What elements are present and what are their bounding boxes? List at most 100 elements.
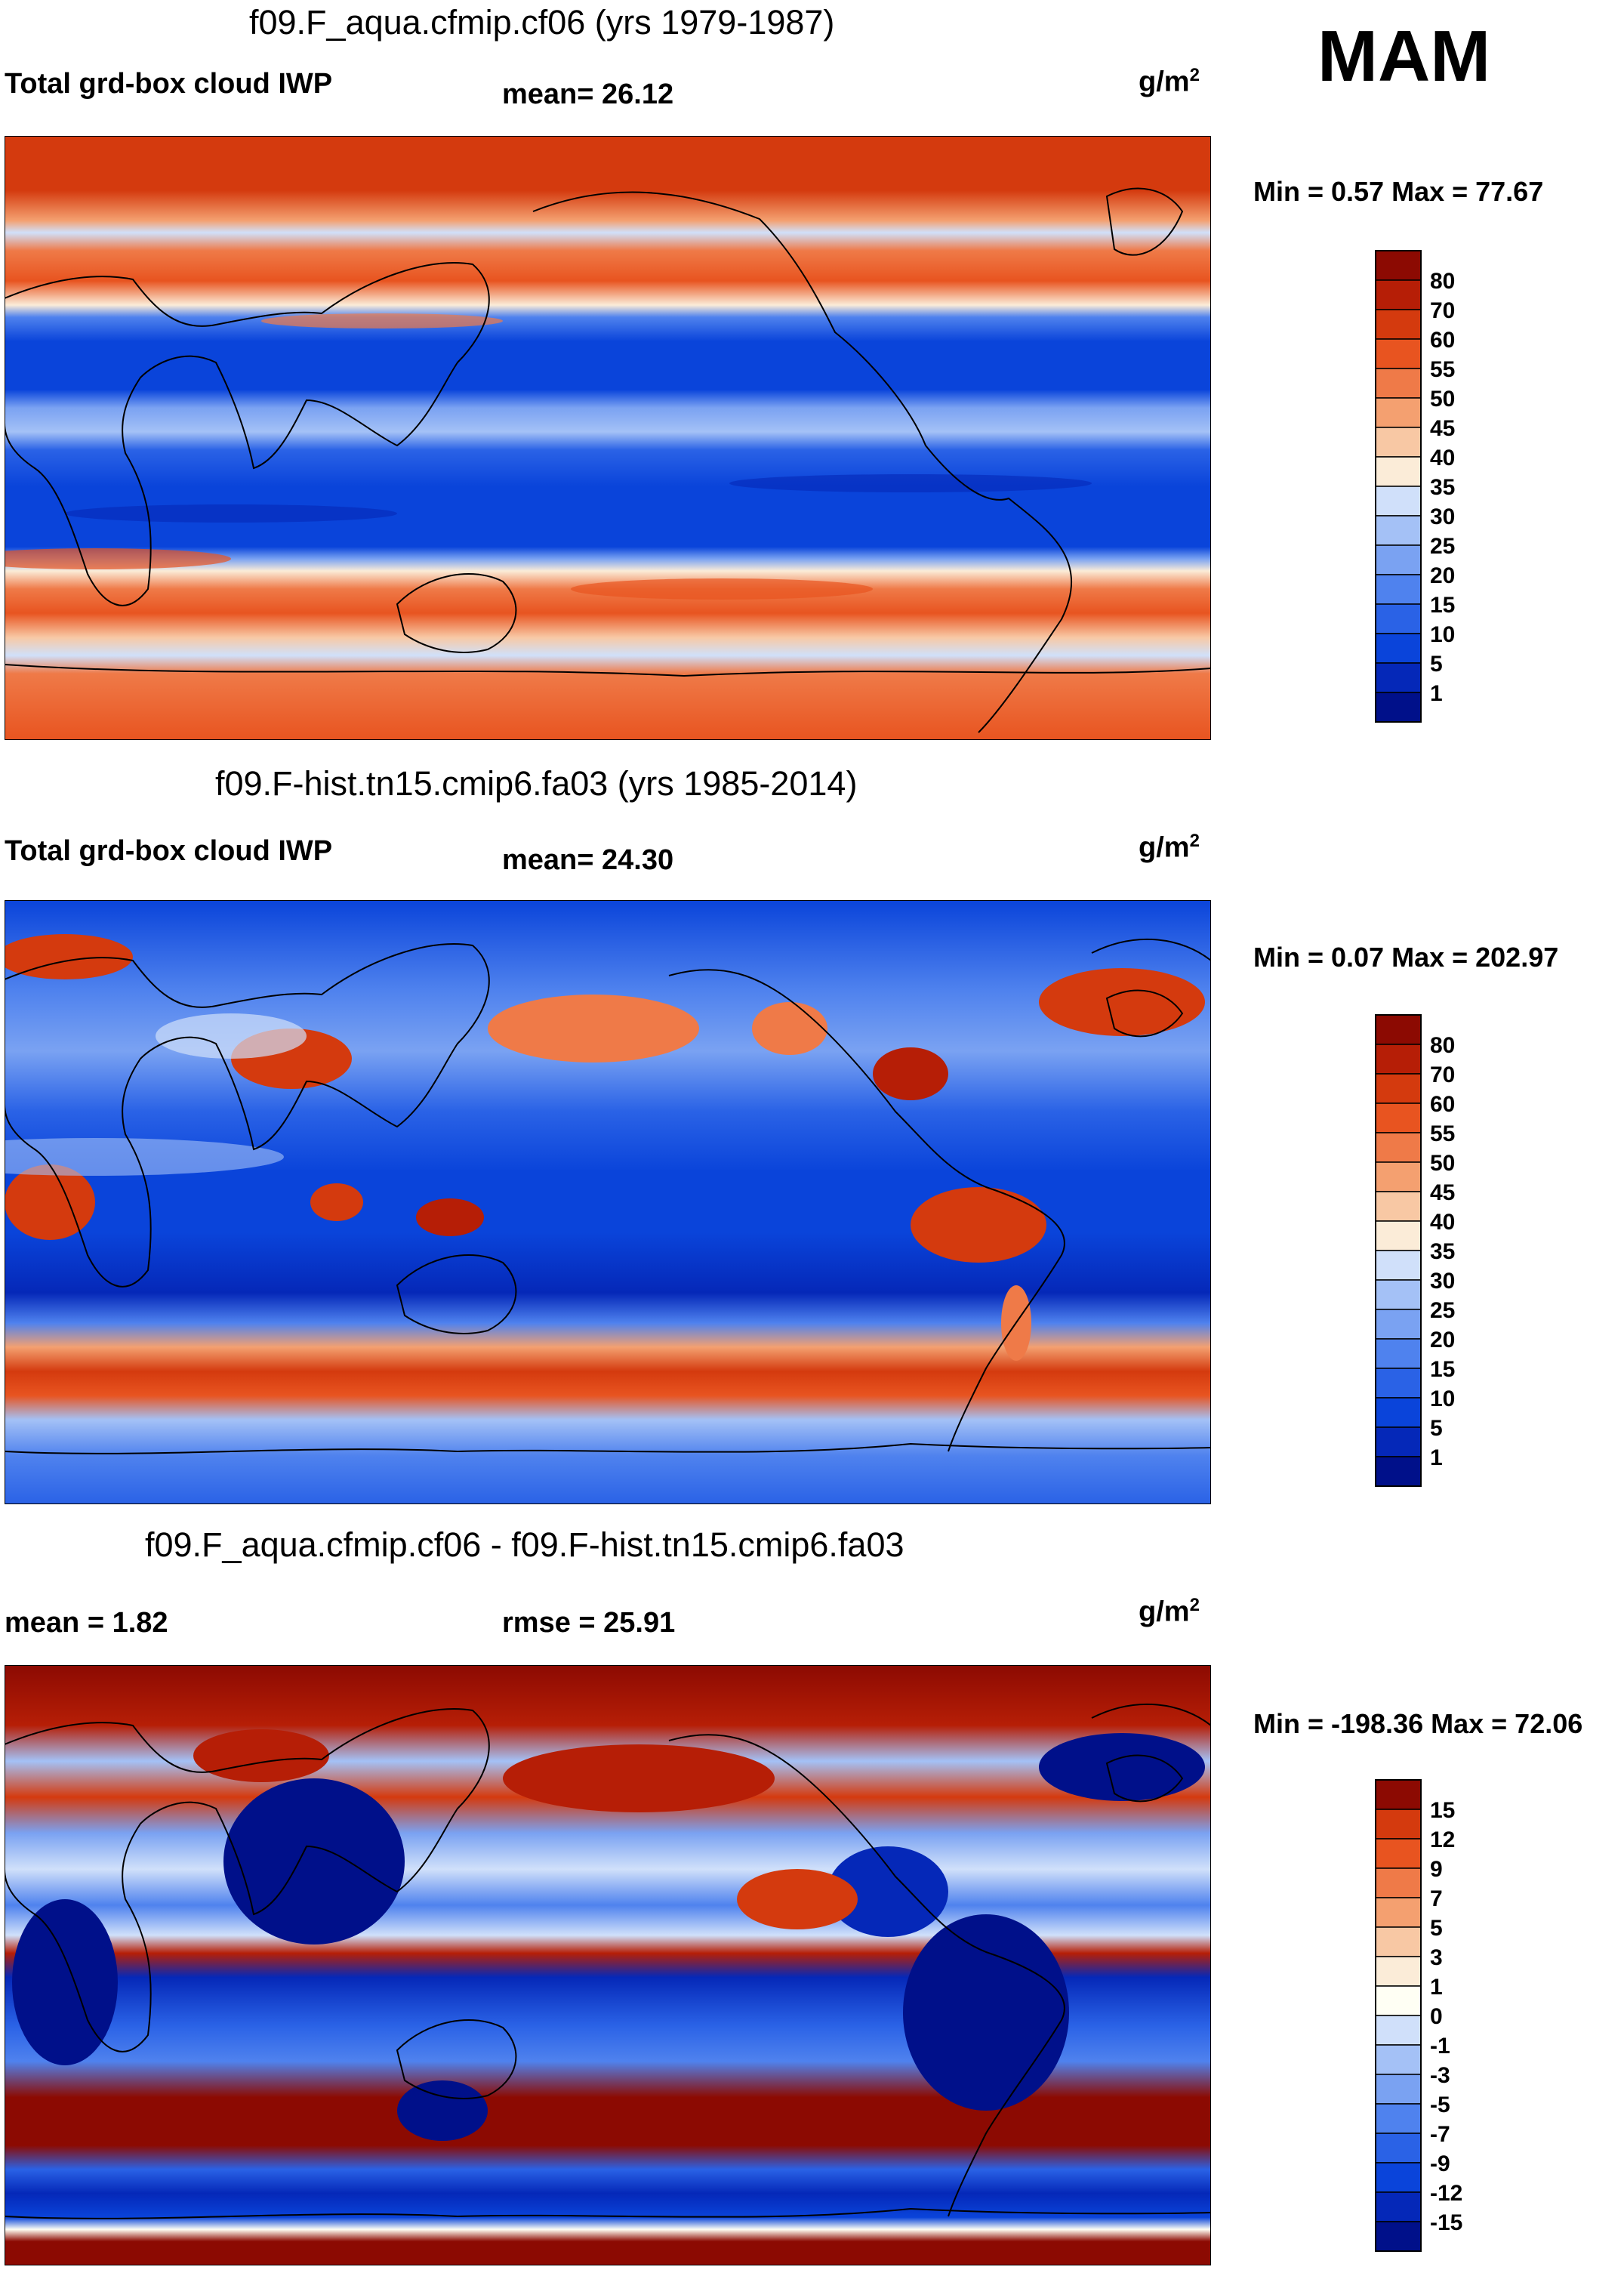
colorbar-box: [1375, 2044, 1422, 2075]
colorbar-label: 50: [1430, 1151, 1455, 1176]
colorbar-label: 1: [1430, 681, 1443, 706]
colorbar-label: 30: [1430, 504, 1455, 529]
colorbar-label: 1: [1430, 1975, 1443, 2000]
colorbar-box: [1375, 1132, 1422, 1163]
panel1-coastlines: [5, 187, 1211, 733]
panel2-colorbar: 80 70 60 55 50 45 40 35 30 25 20 15 10 5 1: [1375, 1014, 1455, 1487]
colorbar-box: [1375, 1044, 1422, 1075]
colorbar-box: [1375, 1456, 1422, 1487]
panel2-mean: mean= 24.30: [502, 844, 674, 876]
colorbar-label: 0: [1430, 2004, 1443, 2029]
colorbar-box: [1375, 1397, 1422, 1428]
colorbar-label: 5: [1430, 1416, 1443, 1441]
panel2-title: f09.F-hist.tn15.cmip6.fa03 (yrs 1985-201…: [215, 764, 858, 803]
colorbar-box: [1375, 397, 1422, 428]
colorbar-box: [1375, 633, 1422, 664]
colorbar-box: [1375, 1809, 1422, 1840]
colorbar-box: [1375, 662, 1422, 693]
colorbar-box: [1375, 486, 1422, 517]
season-label: MAM: [1317, 16, 1491, 97]
panel1-minmax: Min = 0.57 Max = 77.67: [1253, 176, 1544, 207]
colorbar-label: 35: [1430, 475, 1455, 500]
panel3-mean: mean = 1.82: [5, 1607, 168, 1639]
colorbar-label: 3: [1430, 1945, 1443, 1970]
colorbar-label: -5: [1430, 2093, 1450, 2117]
colorbar-box: [1375, 515, 1422, 546]
panel3-colorbar: 15 12 9 7 5 3 1 0 -1 -3 -5 -7 -9 -12 -15: [1375, 1779, 1462, 2252]
colorbar-label: 40: [1430, 446, 1455, 470]
colorbar-box: [1375, 1309, 1422, 1340]
panel2-coastlines: [5, 938, 1211, 1454]
colorbar-label: 45: [1430, 1180, 1455, 1205]
colorbar-label: -1: [1430, 2034, 1450, 2059]
colorbar-box: [1375, 1220, 1422, 1251]
colorbar-label: -12: [1430, 2181, 1462, 2206]
colorbar-label: 5: [1430, 652, 1443, 677]
colorbar-box: [1375, 1073, 1422, 1104]
colorbar-box: [1375, 309, 1422, 340]
colorbar-label: 15: [1430, 1798, 1455, 1823]
colorbar-box: [1375, 2133, 1422, 2164]
colorbar-box: [1375, 1926, 1422, 1957]
colorbar-label: 80: [1430, 269, 1455, 294]
panel3-title: f09.F_aqua.cfmip.cf06 - f09.F-hist.tn15.…: [145, 1525, 904, 1564]
panel2-variable: Total grd-box cloud IWP: [5, 835, 333, 867]
colorbar-box: [1375, 2074, 1422, 2105]
colorbar-label: 40: [1430, 1210, 1455, 1235]
colorbar-label: -15: [1430, 2210, 1462, 2235]
colorbar-label: 30: [1430, 1269, 1455, 1294]
panel1-variable: Total grd-box cloud IWP: [5, 68, 333, 100]
colorbar-box: [1375, 1867, 1422, 1898]
colorbar-box: [1375, 2191, 1422, 2222]
colorbar-label: 70: [1430, 298, 1455, 323]
colorbar-label: 7: [1430, 1886, 1443, 1911]
colorbar-box: [1375, 1985, 1422, 2016]
panel1-mean: mean= 26.12: [502, 79, 674, 110]
colorbar-box: [1375, 1103, 1422, 1133]
panel1-unit: g/m2: [1139, 65, 1200, 98]
colorbar-label: 50: [1430, 387, 1455, 412]
colorbar-box: [1375, 338, 1422, 369]
colorbar-box: [1375, 250, 1422, 281]
colorbar-label: 25: [1430, 1298, 1455, 1323]
colorbar-label: 55: [1430, 357, 1455, 382]
colorbar-box: [1375, 456, 1422, 487]
panel2-unit: g/m2: [1139, 831, 1200, 864]
colorbar-box: [1375, 2221, 1422, 2252]
colorbar-box: [1375, 1338, 1422, 1369]
colorbar-box: [1375, 1956, 1422, 1987]
colorbar-box: [1375, 1161, 1422, 1192]
panel3-rmse: rmse = 25.91: [502, 1607, 676, 1639]
colorbar-box: [1375, 2162, 1422, 2193]
panel3-unit: g/m2: [1139, 1595, 1200, 1628]
colorbar-label: 60: [1430, 328, 1455, 353]
colorbar-label: 25: [1430, 534, 1455, 559]
panel1-map: [5, 136, 1211, 740]
colorbar-label: 1: [1430, 1445, 1443, 1470]
colorbar-label: -9: [1430, 2151, 1450, 2176]
colorbar-box: [1375, 1779, 1422, 1810]
colorbar-label: -7: [1430, 2122, 1450, 2147]
colorbar-label: 80: [1430, 1033, 1455, 1058]
panel3-coastlines: [5, 1703, 1211, 2219]
colorbar-box: [1375, 368, 1422, 399]
colorbar-label: 9: [1430, 1857, 1443, 1882]
panel1-title: f09.F_aqua.cfmip.cf06 (yrs 1979-1987): [249, 3, 835, 42]
colorbar-label: 35: [1430, 1239, 1455, 1264]
colorbar-box: [1375, 1838, 1422, 1869]
panel1-colorbar: 80 70 60 55 50 45 40 35 30 25 20 15 10 5 1: [1375, 250, 1455, 723]
colorbar-box: [1375, 427, 1422, 458]
colorbar-label: 5: [1430, 1916, 1443, 1941]
panel2-minmax: Min = 0.07 Max = 202.97: [1253, 942, 1559, 973]
colorbar-box: [1375, 1014, 1422, 1045]
colorbar-box: [1375, 1368, 1422, 1399]
colorbar-box: [1375, 692, 1422, 723]
colorbar-box: [1375, 279, 1422, 310]
colorbar-label: -3: [1430, 2063, 1450, 2088]
colorbar-box: [1375, 574, 1422, 605]
colorbar-box: [1375, 544, 1422, 575]
colorbar-box: [1375, 1426, 1422, 1457]
colorbar-label: 12: [1430, 1827, 1455, 1852]
colorbar-label: 55: [1430, 1121, 1455, 1146]
panel2-map: [5, 900, 1211, 1504]
